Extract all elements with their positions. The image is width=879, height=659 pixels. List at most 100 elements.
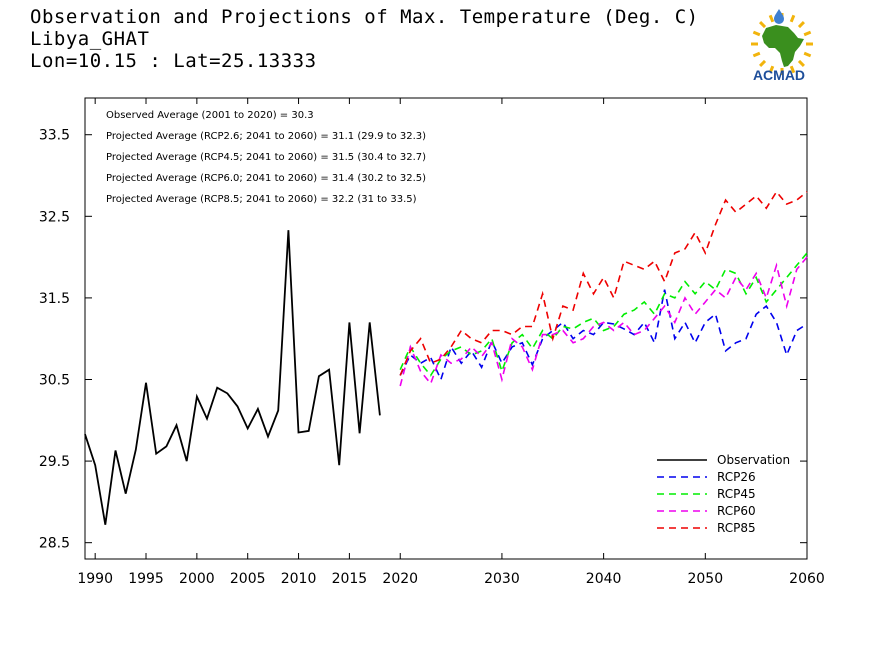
data-point-rcp60 (532, 369, 534, 371)
data-point-rcp26 (786, 354, 788, 356)
data-point-rcp26 (725, 350, 727, 352)
data-point-rcp60 (440, 354, 442, 356)
data-point-rcp45 (664, 293, 666, 295)
data-point-rcp60 (593, 326, 595, 328)
data-point-rcp26 (430, 357, 432, 359)
data-point-rcp60 (603, 322, 605, 324)
data-point-rcp45 (471, 354, 473, 356)
data-point-observation (145, 382, 147, 384)
data-point-rcp85 (674, 252, 676, 254)
data-point-observation (135, 449, 137, 451)
sun-ray (797, 21, 805, 29)
data-point-rcp45 (542, 330, 544, 332)
data-point-observation (308, 430, 310, 432)
data-point-rcp60 (755, 273, 757, 275)
chart-legend: Observation RCP26 RCP45 RCP60 RCP85 (657, 453, 790, 535)
data-point-observation (216, 387, 218, 389)
data-point-rcp60 (491, 342, 493, 344)
data-point-rcp60 (644, 330, 646, 332)
x-tick-label: 2050 (687, 571, 723, 587)
data-point-rcp26 (715, 313, 717, 315)
data-point-rcp85 (644, 269, 646, 271)
data-point-rcp85 (694, 232, 696, 234)
data-point-rcp45 (501, 371, 503, 373)
data-point-rcp26 (583, 330, 585, 332)
data-point-rcp85 (532, 326, 534, 328)
water-drop-icon (774, 9, 784, 24)
data-point-observation (115, 450, 117, 452)
chart-title: Observation and Projections of Max. Temp… (30, 6, 699, 28)
data-point-rcp60 (410, 346, 412, 348)
data-point-rcp60 (694, 313, 696, 315)
data-point-rcp45 (684, 281, 686, 283)
data-point-rcp85 (796, 199, 798, 201)
data-point-rcp60 (715, 289, 717, 291)
series-layer (84, 190, 808, 526)
data-point-rcp85 (755, 195, 757, 197)
data-point-rcp26 (766, 305, 768, 307)
data-point-rcp60 (399, 385, 401, 387)
data-point-rcp45 (786, 277, 788, 279)
data-point-observation (227, 393, 229, 395)
data-point-observation (379, 415, 381, 417)
data-point-observation (247, 428, 249, 430)
data-point-rcp60 (522, 346, 524, 348)
x-tick-label: 2000 (179, 571, 215, 587)
data-point-rcp45 (644, 301, 646, 303)
data-point-rcp45 (450, 350, 452, 352)
data-point-rcp45 (694, 293, 696, 295)
data-point-rcp85 (664, 281, 666, 283)
data-point-rcp45 (654, 313, 656, 315)
series-line-rcp85 (399, 190, 808, 376)
series-line-rcp26 (399, 289, 808, 382)
x-tick-label: 2005 (230, 571, 266, 587)
data-point-rcp85 (491, 330, 493, 332)
x-tick-label: 1990 (77, 571, 113, 587)
legend-label-observation: Observation (717, 453, 790, 467)
data-point-rcp45 (593, 318, 595, 320)
data-point-rcp85 (511, 334, 513, 336)
data-point-rcp26 (776, 322, 778, 324)
series-line-rcp45 (399, 252, 808, 377)
data-point-rcp26 (481, 367, 483, 369)
data-point-rcp60 (745, 289, 747, 291)
sun-ray (797, 59, 805, 67)
sun-ray (789, 14, 796, 23)
data-point-rcp85 (522, 326, 524, 328)
data-point-rcp26 (654, 342, 656, 344)
data-point-rcp45 (562, 326, 564, 328)
stat-observed: Observed Average (2001 to 2020) = 30.3 (106, 110, 314, 121)
data-point-observation (105, 524, 107, 526)
data-point-rcp26 (440, 379, 442, 381)
data-point-rcp85 (572, 309, 574, 311)
data-point-observation (267, 436, 269, 438)
y-tick-label: 30.5 (39, 372, 70, 388)
data-point-rcp85 (481, 342, 483, 344)
data-point-observation (359, 433, 361, 435)
data-point-rcp85 (542, 293, 544, 295)
data-point-rcp45 (725, 269, 727, 271)
data-point-rcp45 (633, 309, 635, 311)
x-tick-label: 2060 (789, 571, 825, 587)
x-tick-label: 2010 (281, 571, 317, 587)
data-point-rcp60 (735, 277, 737, 279)
data-point-rcp60 (501, 379, 503, 381)
data-point-rcp60 (806, 256, 808, 258)
data-point-rcp26 (542, 338, 544, 340)
data-point-rcp45 (532, 348, 534, 350)
data-point-rcp85 (715, 224, 717, 226)
data-point-rcp85 (603, 277, 605, 279)
y-tick-label: 28.5 (39, 536, 70, 552)
sun-ray (768, 14, 775, 23)
x-tick-label: 2030 (484, 571, 520, 587)
data-point-observation (176, 424, 178, 426)
data-point-rcp85 (623, 260, 625, 262)
data-point-rcp26 (562, 322, 564, 324)
data-point-rcp45 (420, 362, 422, 364)
x-tick-label: 1995 (128, 571, 164, 587)
data-point-rcp45 (461, 346, 463, 348)
x-tick-label: 2020 (382, 571, 418, 587)
data-point-rcp60 (705, 301, 707, 303)
logo-text: ACMAD (753, 67, 805, 83)
